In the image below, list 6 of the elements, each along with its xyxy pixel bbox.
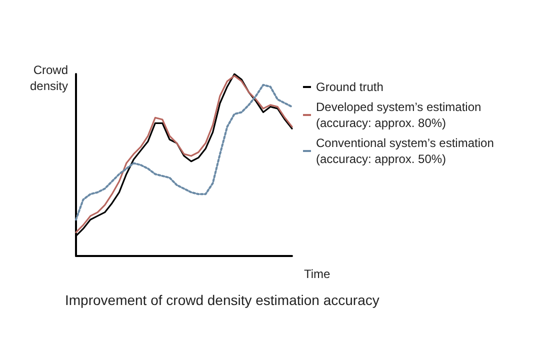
legend-label: Ground truth: [316, 80, 384, 94]
legend-label: Developed system’s estimation (accuracy: approx. 80%): [316, 100, 485, 130]
text: Improvement of crowd density estimation accuracy: [65, 292, 380, 308]
y-axis-title: Crowd density: [30, 63, 68, 93]
legend-label: Conventional system’s estimation (accuracy: approx. 50%): [316, 136, 498, 166]
x-axis-title: Time: [304, 267, 331, 281]
